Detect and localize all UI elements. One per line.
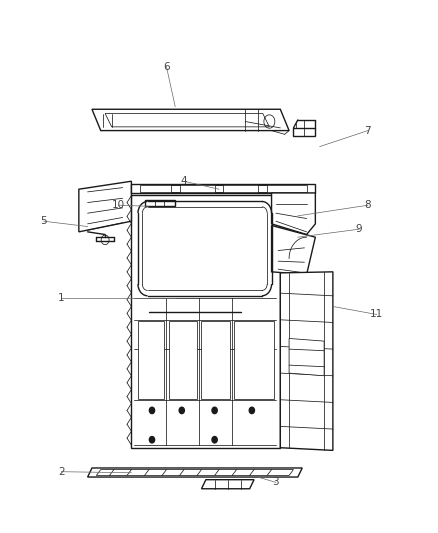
Polygon shape — [145, 200, 175, 206]
Polygon shape — [92, 109, 289, 131]
Polygon shape — [131, 195, 280, 448]
Polygon shape — [79, 181, 131, 232]
Text: 11: 11 — [370, 310, 383, 319]
Text: 7: 7 — [364, 126, 371, 135]
Circle shape — [212, 437, 217, 443]
Circle shape — [179, 407, 184, 414]
Polygon shape — [201, 321, 230, 399]
Polygon shape — [272, 225, 315, 274]
Polygon shape — [280, 272, 333, 450]
Circle shape — [212, 407, 217, 414]
Polygon shape — [140, 185, 307, 192]
Polygon shape — [88, 468, 302, 477]
Text: 6: 6 — [163, 62, 170, 71]
Polygon shape — [105, 114, 269, 127]
Text: 1: 1 — [58, 294, 65, 303]
Polygon shape — [169, 321, 197, 399]
Text: 8: 8 — [364, 200, 371, 210]
Text: 2: 2 — [58, 467, 65, 477]
Polygon shape — [131, 184, 315, 193]
Circle shape — [149, 407, 155, 414]
Circle shape — [149, 437, 155, 443]
Text: 4: 4 — [180, 176, 187, 186]
Polygon shape — [289, 338, 324, 376]
Text: 5: 5 — [40, 216, 47, 226]
Text: 3: 3 — [272, 478, 279, 487]
Polygon shape — [201, 480, 254, 489]
Polygon shape — [272, 193, 315, 235]
Polygon shape — [138, 321, 164, 399]
Polygon shape — [96, 470, 293, 475]
Circle shape — [249, 407, 254, 414]
Text: 10: 10 — [112, 200, 125, 210]
Polygon shape — [234, 321, 274, 399]
Text: 9: 9 — [356, 224, 363, 234]
Polygon shape — [293, 128, 315, 136]
